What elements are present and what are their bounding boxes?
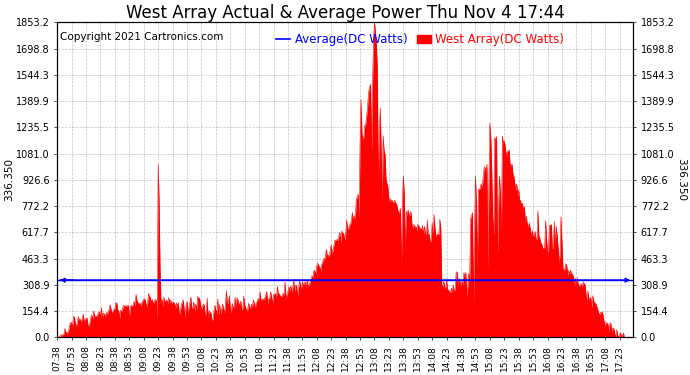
Title: West Array Actual & Average Power Thu Nov 4 17:44: West Array Actual & Average Power Thu No… (126, 4, 564, 22)
Legend: Average(DC Watts), West Array(DC Watts): Average(DC Watts), West Array(DC Watts) (271, 28, 569, 51)
Y-axis label: 336.350: 336.350 (4, 158, 14, 201)
Y-axis label: 336.350: 336.350 (676, 158, 686, 201)
Text: Copyright 2021 Cartronics.com: Copyright 2021 Cartronics.com (60, 32, 224, 42)
